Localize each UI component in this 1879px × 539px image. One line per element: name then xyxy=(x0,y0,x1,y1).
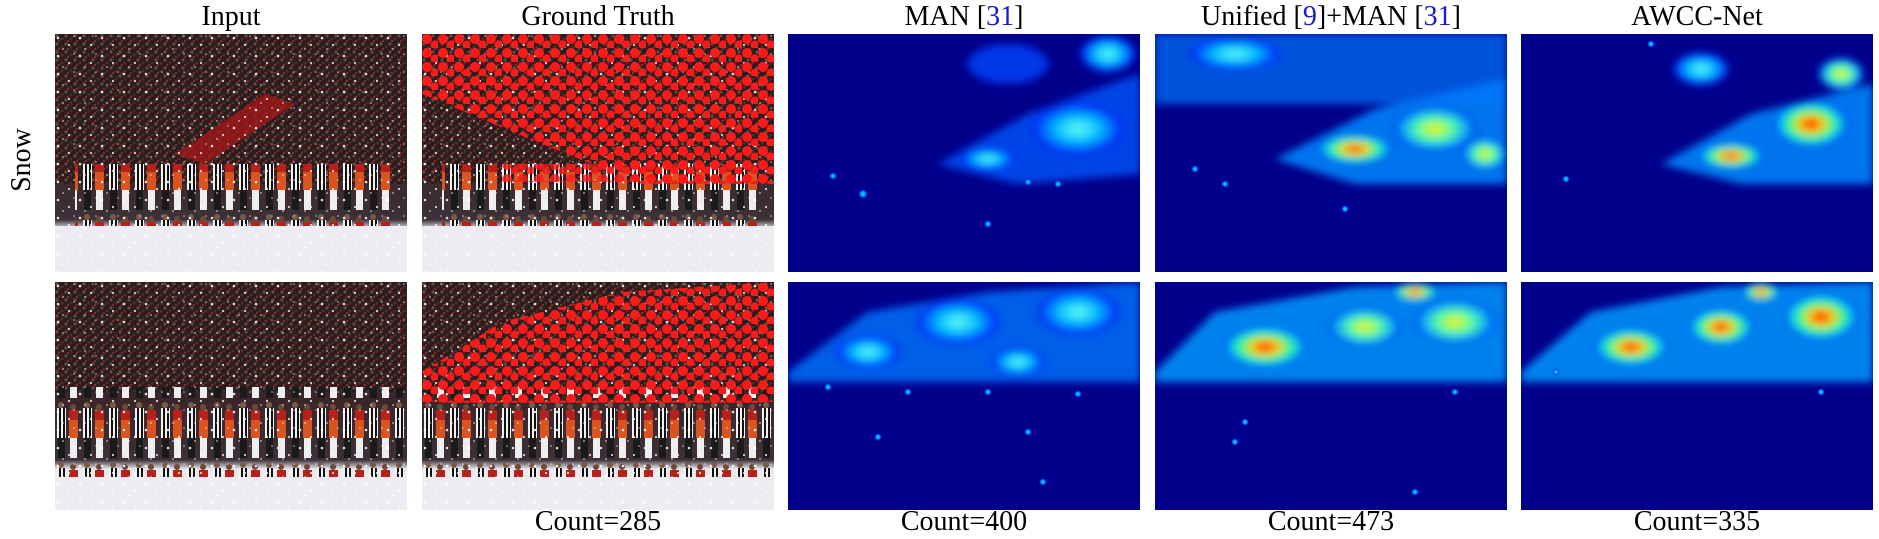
density-map-unified-man-row2 xyxy=(1155,282,1507,510)
citation-9[interactable]: 9 xyxy=(1302,1,1317,32)
density-map-man-row1 xyxy=(788,34,1140,272)
density-map-awcc-net-row1 xyxy=(1521,34,1873,272)
input-image-row2 xyxy=(55,282,407,510)
count-unified-man: Count=473 xyxy=(1267,506,1395,537)
density-map-unified-man-row1 xyxy=(1155,34,1507,272)
input-image-row1 xyxy=(55,34,407,272)
count-ground-truth: Count=285 xyxy=(534,506,662,537)
count-awcc-net: Count=335 xyxy=(1633,506,1761,537)
density-map-awcc-net-row2 xyxy=(1521,282,1873,510)
row-label-snow: Snow xyxy=(6,128,38,192)
density-map-man-row2 xyxy=(788,282,1140,510)
citation-31[interactable]: 31 xyxy=(1423,1,1452,32)
ground-truth-image-row1 xyxy=(422,34,774,272)
header-unified-man: Unified [9]+MAN [31] xyxy=(1201,1,1461,32)
header-awcc-net: AWCC-Net xyxy=(1631,1,1763,32)
citation-31[interactable]: 31 xyxy=(986,1,1015,32)
ground-truth-image-row2 xyxy=(422,282,774,510)
header-input: Input xyxy=(201,1,261,32)
header-man: MAN [31] xyxy=(904,1,1024,32)
count-man: Count=400 xyxy=(900,506,1028,537)
header-ground-truth: Ground Truth xyxy=(521,1,675,32)
